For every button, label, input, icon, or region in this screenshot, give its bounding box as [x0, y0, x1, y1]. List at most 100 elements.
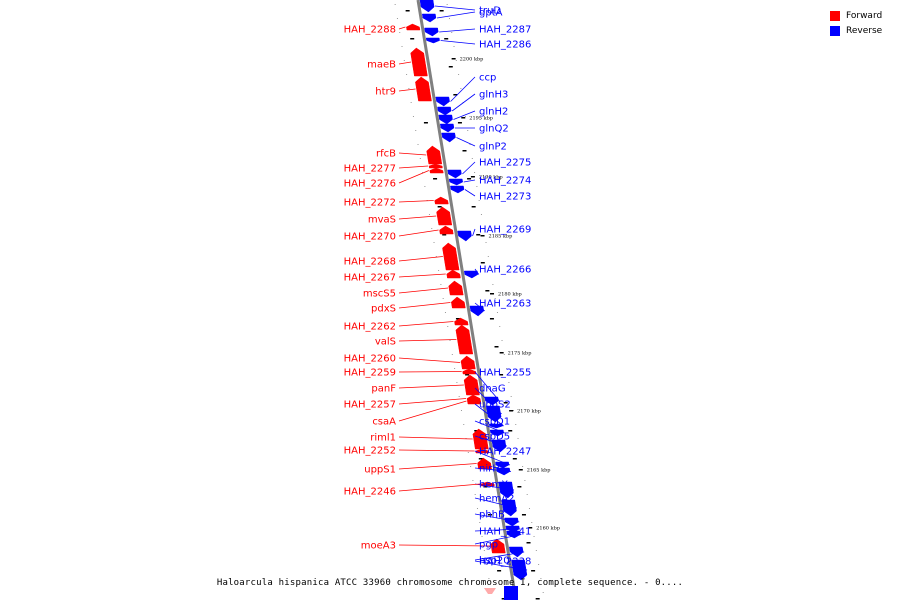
gene-label-HAH_2266: HAH_2266: [479, 265, 531, 276]
gene-label-mvaS: mvaS: [368, 215, 396, 226]
gene-label-glnH3: glnH3: [479, 90, 508, 101]
leader-ccp: [450, 76, 476, 102]
gene-label-maeB: maeB: [367, 60, 396, 71]
ruler-dot: [412, 116, 414, 117]
chromosome-backbone: [416, 0, 518, 600]
leader-HAH_2238: [474, 560, 528, 571]
gene-label-panF: panF: [371, 384, 396, 395]
ruler-dot: [451, 32, 453, 33]
leader-HAH_2272: [398, 200, 434, 203]
ruler-dot: [453, 46, 455, 47]
ruler-dot: [471, 158, 473, 159]
leader-riml1: [398, 436, 473, 440]
ruler-dot: [447, 326, 449, 327]
gene-label-HAH_2260: HAH_2260: [344, 354, 396, 365]
ruler-dash: [503, 402, 508, 404]
leader-HAH_2260: [398, 357, 461, 363]
gene-HAH_2269: [457, 230, 472, 242]
gene-valS: [455, 324, 474, 355]
ruler-dash: [433, 178, 438, 180]
ruler-dot: [467, 452, 469, 453]
scale-tick-mark: [480, 235, 485, 237]
gene-hsp20: [509, 546, 524, 558]
ruler-dot: [490, 270, 492, 271]
ruler-dash: [476, 234, 481, 236]
ruler-dot: [460, 88, 462, 89]
gene-glnP2: [441, 132, 456, 143]
leader-nirH3: [474, 467, 512, 472]
partial-gene-forward: [484, 588, 496, 594]
scale-tick-label: 2165 kbp: [527, 468, 551, 474]
gene-label-uppS2: uppS2: [479, 400, 511, 411]
ruler-dash: [467, 178, 472, 180]
ruler-dot: [519, 452, 521, 453]
legend-label-reverse: Reverse: [846, 25, 883, 36]
ruler-dash: [485, 290, 490, 292]
gene-HAH_2260: [460, 355, 476, 370]
gene-label-uppS1: uppS1: [364, 465, 396, 476]
gene-label-HAH_2275: HAH_2275: [479, 158, 531, 169]
gene-features: [406, 0, 528, 600]
ruler-dot: [528, 508, 530, 509]
ruler-dash: [405, 10, 410, 12]
ruler-dash: [457, 122, 462, 124]
ruler-dot: [399, 32, 401, 33]
ruler-dot: [524, 480, 526, 481]
ruler-dash: [487, 514, 492, 516]
scale-tick-mark: [451, 58, 456, 60]
ruler-dash: [497, 570, 502, 572]
ruler-dot: [394, 4, 396, 5]
ruler-dot: [424, 186, 426, 187]
ruler-dash: [439, 10, 444, 12]
ruler-dash: [535, 598, 540, 600]
ruler-dot: [444, 312, 446, 313]
gene-nirH3: [496, 467, 511, 476]
ruler-dot: [406, 74, 408, 75]
sequence-caption: Haloarcula hispanica ATCC 33960 chromoso…: [216, 578, 684, 588]
leader-HAH_2277: [398, 165, 429, 169]
gene-label-hemX: hemX: [479, 480, 508, 491]
leader-truD: [434, 5, 476, 11]
ruler-dot: [470, 466, 472, 467]
leader-maeB: [398, 61, 412, 65]
gene-label-HAH_2270: HAH_2270: [344, 232, 396, 243]
gene-label-HAH_2268: HAH_2268: [344, 257, 396, 268]
ruler-dot: [446, 4, 448, 5]
ruler-dot: [517, 438, 519, 439]
leader-panF: [398, 384, 464, 389]
gene-label-HAH_2263: HAH_2263: [479, 299, 531, 310]
leader-cspD5: [474, 435, 507, 447]
ruler-dash: [499, 374, 504, 376]
scale-tick-label: 2180 kbp: [498, 292, 522, 298]
leader-csaA: [398, 400, 467, 422]
leader-gptA: [436, 11, 476, 19]
reverse-swatch: [830, 25, 840, 36]
gene-label-glnQ2: glnQ2: [479, 124, 509, 135]
scale-tick-mark: [499, 352, 504, 354]
gene-phhB: [504, 517, 519, 527]
ruler-dash: [531, 570, 536, 572]
leader-hsp20: [474, 551, 525, 561]
ruler-dot: [506, 368, 508, 369]
gene-label-HAH_2288: HAH_2288: [344, 25, 396, 36]
gene-pgp: [506, 530, 521, 539]
ruler-dot: [494, 298, 496, 299]
scale-tick-mark: [470, 176, 475, 178]
ruler-dash: [483, 486, 488, 488]
leader-HAH_2276: [398, 170, 430, 184]
scale-tick-label: 2175 kbp: [508, 351, 532, 357]
ruler-dot: [431, 228, 433, 229]
leader-HAH_2275: [462, 161, 476, 175]
leader-hemX: [474, 483, 515, 491]
ruler-dot: [485, 242, 487, 243]
gene-label-riml1: riml1: [370, 433, 396, 444]
gene-label-truD: truD: [479, 6, 501, 17]
ruler-dot: [464, 116, 466, 117]
gene-HAH_2262: [454, 317, 469, 326]
leader-HAH_2286: [440, 40, 476, 45]
leader-HAH_2288: [398, 26, 406, 30]
leader-HAH_2274: [463, 179, 476, 183]
ruler-dash: [462, 150, 467, 152]
gene-cspD5: [491, 439, 507, 453]
gene-pdxS: [451, 296, 466, 309]
